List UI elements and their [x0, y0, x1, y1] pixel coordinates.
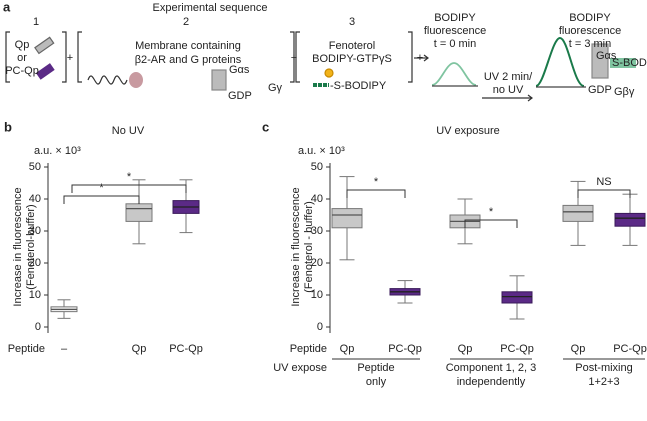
readout-end: t = 3 min [569, 38, 612, 50]
chart-title: No UV [112, 125, 145, 137]
row-label: UV expose [273, 362, 327, 374]
y-axis-label: Increase in fluorescence [12, 187, 24, 306]
panel-label: b [4, 119, 12, 134]
step2-text: β2-AR and G proteins [135, 54, 242, 66]
y-axis-label: (Fenoterol-buffer) [25, 204, 37, 289]
row-label: Peptide [8, 343, 45, 355]
x-tick-label: PC-Qp [500, 343, 534, 355]
group-label: Component 1, 2, 3 [446, 362, 537, 374]
x-tick-label: Qp [458, 343, 473, 355]
y-axis-label: Increase in fluorescence [290, 187, 302, 306]
group-label: 1+2+3 [588, 376, 619, 388]
y-tick-label: 50 [29, 161, 41, 173]
significance-label: * [489, 206, 494, 218]
step1-text: PC-Qp [5, 65, 39, 77]
end-icon-label: Gβγ [614, 86, 635, 98]
step2-icon-label: Gγ [268, 82, 283, 94]
x-tick-label: Qp [571, 343, 586, 355]
y-tick-label: 30 [29, 225, 41, 237]
y-axis-label: (Fenoterol - buffer) [303, 201, 315, 293]
readout-end: BODIPY [569, 12, 611, 24]
panel-a-graphics [5, 31, 636, 102]
readout-end: fluorescence [559, 25, 621, 37]
significance-label: * [99, 182, 104, 194]
step1-text: Qp [15, 39, 30, 51]
y-tick-label: 20 [311, 257, 323, 269]
y-tick-label: 40 [311, 193, 323, 205]
y-tick-label: 30 [311, 225, 323, 237]
step2-text: Membrane containing [135, 40, 241, 52]
step-number: 1 [33, 16, 39, 28]
x-tick-label: PC-Qp [169, 343, 203, 355]
step3-probe: -S-BODIPY [330, 80, 387, 92]
plus: + [291, 52, 297, 64]
treatment: UV 2 min/ [484, 71, 533, 83]
x-tick-label: Qp [340, 343, 355, 355]
panel-label: c [262, 119, 269, 134]
box [125, 203, 153, 222]
step2-icon-label: Gαs [229, 64, 250, 76]
group-label: independently [457, 376, 526, 388]
unit-label: a.u. × 10³ [34, 145, 81, 157]
step3-text: Fenoterol [329, 40, 375, 52]
box [614, 212, 646, 227]
significance-bracket [577, 189, 631, 198]
significance-bracket [464, 219, 518, 228]
significance-label: NS [596, 176, 611, 188]
box [562, 204, 594, 222]
significance-bracket [71, 184, 187, 193]
x-tick-label: PC-Qp [388, 343, 422, 355]
readout-start: fluorescence [424, 25, 486, 37]
panel-label: a [3, 0, 11, 14]
y-tick-label: 0 [35, 321, 41, 333]
group-label: Peptide [357, 362, 394, 374]
y-tick-label: 10 [311, 289, 323, 301]
y-tick-label: 20 [29, 257, 41, 269]
step2-icon-label: GDP [228, 90, 252, 102]
end-icon-label: GDP [588, 84, 612, 96]
step1-text: or [17, 52, 27, 64]
x-tick-label: PC-Qp [613, 343, 647, 355]
box [331, 208, 363, 229]
y-tick-label: 50 [311, 161, 323, 173]
end-icon-label: S-BODIPY [612, 57, 647, 69]
end-icon-label: Gαs [596, 50, 617, 62]
group-label: Post-mixing [575, 362, 632, 374]
significance-bracket [63, 195, 140, 204]
panel-a-title: Experimental sequence [153, 2, 268, 14]
y-tick-label: 40 [29, 193, 41, 205]
significance-label: * [127, 171, 132, 183]
unit-label: a.u. × 10³ [298, 145, 345, 157]
y-tick-label: 10 [29, 289, 41, 301]
group-label: only [366, 376, 387, 388]
plus: + [417, 52, 423, 64]
step-number: 3 [349, 16, 355, 28]
chart-title: UV exposure [436, 125, 500, 137]
readout-start: BODIPY [434, 12, 476, 24]
readout-start: t = 0 min [434, 38, 477, 50]
significance-label: * [374, 176, 379, 188]
x-tick-label: Qp [132, 343, 147, 355]
box [501, 291, 533, 304]
significance-bracket [346, 189, 406, 198]
step-number: 2 [183, 16, 189, 28]
y-tick-label: 0 [317, 321, 323, 333]
x-tick-label: – [61, 343, 68, 355]
treatment: no UV [493, 84, 524, 96]
step3-text: BODIPY-GTPγS [312, 53, 392, 65]
plus: + [67, 52, 73, 64]
row-label: Peptide [290, 343, 327, 355]
